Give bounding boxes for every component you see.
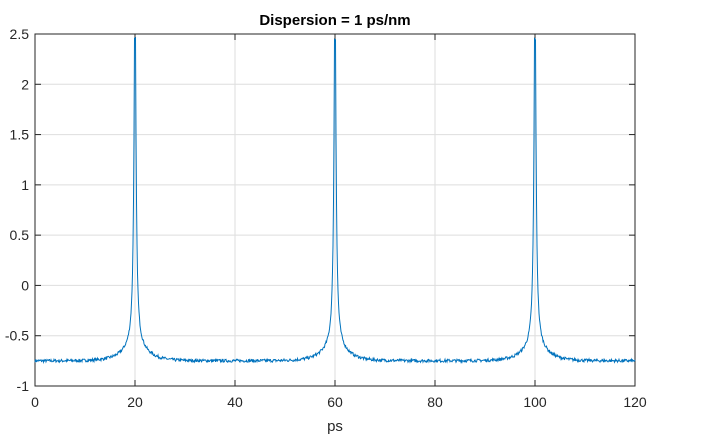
y-tick-labels: -1 -0.5 0 0.5 1 1.5 2 2.5 bbox=[5, 26, 29, 394]
x-tick-label: 40 bbox=[227, 394, 243, 410]
x-tick-label: 0 bbox=[31, 394, 39, 410]
y-tick-label: 0.5 bbox=[10, 227, 30, 243]
tick-marks bbox=[34, 33, 636, 387]
y-tick-label: 1.5 bbox=[10, 127, 30, 143]
y-tick-label: 1 bbox=[21, 177, 29, 193]
x-tick-label: 80 bbox=[427, 394, 443, 410]
x-tick-label: 60 bbox=[327, 394, 343, 410]
y-tick-label: 2 bbox=[21, 76, 29, 92]
x-tick-labels: 0 20 40 60 80 100 120 bbox=[31, 394, 647, 410]
y-tick-label: 0 bbox=[21, 277, 29, 293]
grid bbox=[35, 34, 635, 386]
y-tick-label: -0.5 bbox=[5, 328, 29, 344]
y-tick-label: 2.5 bbox=[10, 26, 30, 42]
series-line bbox=[34, 36, 636, 365]
y-tick-label: -1 bbox=[17, 378, 30, 394]
x-tick-label: 100 bbox=[523, 394, 547, 410]
x-axis-label: ps bbox=[327, 418, 343, 435]
x-tick-label: 20 bbox=[127, 394, 143, 410]
x-tick-label: 120 bbox=[623, 394, 647, 410]
chart-title: Dispersion = 1 ps/nm bbox=[259, 12, 410, 29]
